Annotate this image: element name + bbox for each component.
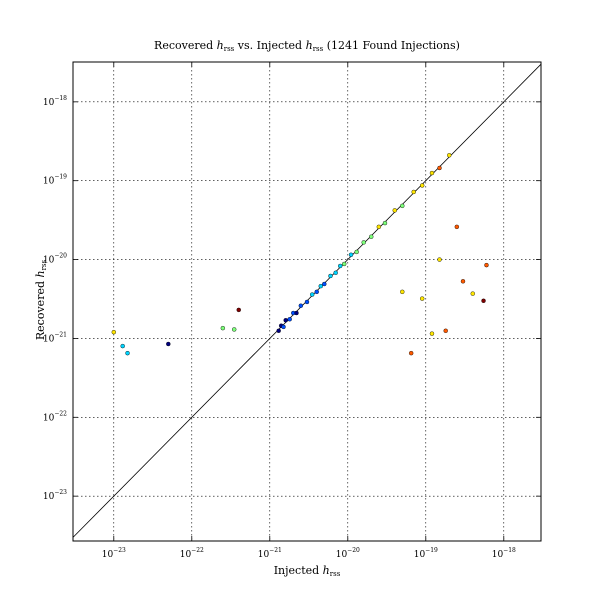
scatter-point <box>314 289 319 295</box>
scatter-point <box>328 273 333 279</box>
scatter-point-outlier <box>454 224 460 230</box>
y-tick-label: 10−18 <box>43 95 67 108</box>
scatter-point-outlier <box>120 343 125 349</box>
scatter-point <box>411 189 416 195</box>
x-tick-label: 10−18 <box>492 547 516 560</box>
scatter-point <box>382 220 388 226</box>
chart-title: Recovered hrss vs. Injected hrss (1241 F… <box>154 39 460 53</box>
scatter-point <box>400 203 405 209</box>
scatter-point <box>342 261 347 267</box>
scatter-point-outlier <box>111 329 116 335</box>
scatter-point <box>369 234 374 239</box>
scatter-point <box>361 240 366 245</box>
scatter-point <box>283 318 288 323</box>
scatter-point-outlier <box>408 350 414 356</box>
scatter-point <box>447 153 452 158</box>
x-tick-label: 10−20 <box>336 547 360 560</box>
y-tick-label: 10−21 <box>43 331 67 344</box>
scatter-point <box>310 292 315 297</box>
scatter-point <box>333 270 338 275</box>
scatter-point <box>318 283 323 289</box>
x-tick-label: 10−22 <box>180 547 204 560</box>
scatter-point <box>429 170 435 176</box>
scatter-point <box>376 224 382 230</box>
scatter-point-outlier <box>437 257 442 262</box>
scatter-point <box>354 249 359 255</box>
scatter-point-outlier <box>420 296 425 301</box>
scatter-point <box>348 252 354 257</box>
y-axis-label: Recovered hrss <box>34 259 48 340</box>
plot-frame <box>72 61 542 542</box>
scatter-points <box>111 153 489 356</box>
y-tick-label: 10−23 <box>43 489 67 502</box>
scatter-point-outlier <box>166 341 171 347</box>
scatter-point-outlier <box>429 331 435 336</box>
x-axis-label: Injected hrss <box>274 564 341 578</box>
grid <box>73 62 541 541</box>
scatter-point <box>338 263 343 269</box>
scatter-point <box>281 324 286 330</box>
scatter-point <box>287 317 292 322</box>
scatter-point-outlier <box>481 298 486 304</box>
scatter-point <box>294 310 299 316</box>
y-tick-labels: 10−23 10−22 10−21 10−20 10−19 10−18 <box>43 95 67 502</box>
x-tick-labels: 10−23 10−22 10−21 10−20 10−19 10−18 <box>102 547 516 560</box>
x-tick-label: 10−19 <box>414 547 438 560</box>
scatter-point-outlier <box>484 262 489 268</box>
scatter-point <box>298 303 304 308</box>
scatter-point <box>392 208 397 213</box>
scatter-point-outlier <box>400 289 405 295</box>
scatter-point-outlier <box>232 327 237 332</box>
scatter-point <box>304 299 310 305</box>
scatter-point-outlier <box>220 325 226 331</box>
scatter-point-outlier <box>443 328 448 333</box>
y-tick-label: 10−22 <box>43 410 67 423</box>
x-tick-label: 10−23 <box>102 547 126 560</box>
x-tick-label: 10−21 <box>258 547 282 560</box>
scatter-point-outlier <box>125 350 130 356</box>
y-tick-label: 10−20 <box>43 253 67 266</box>
y-tick-label: 10−19 <box>43 174 67 187</box>
scatter-point-outlier <box>460 279 466 284</box>
scatter-point <box>322 281 327 287</box>
scatter-point <box>437 165 442 171</box>
scatter-point-outlier <box>236 307 241 313</box>
scatter-point-outlier <box>470 291 475 296</box>
scatter-point <box>276 328 281 333</box>
scatter-point <box>420 183 425 188</box>
